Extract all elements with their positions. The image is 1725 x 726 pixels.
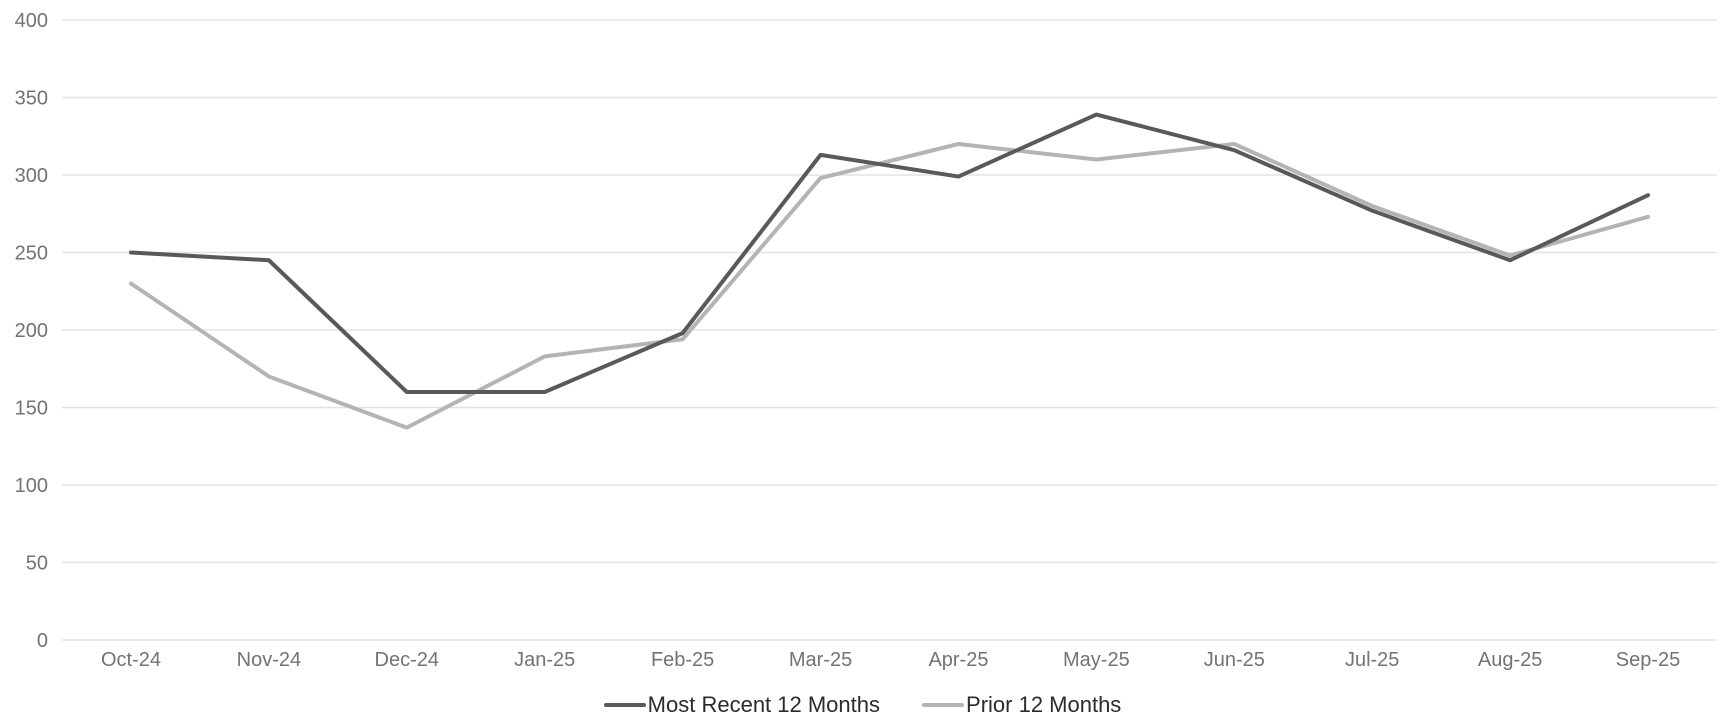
y-axis-tick-label: 0 [37,630,48,652]
x-axis-category-label: Sep-25 [1616,649,1681,671]
x-axis-category-label: May-25 [1063,649,1130,671]
x-axis-category-label: Oct-24 [101,649,161,671]
y-axis-tick-label: 200 [15,320,48,342]
x-axis-category-label: Feb-25 [651,649,714,671]
y-axis-tick-label: 50 [26,553,48,575]
series-line-prior-12-months [128,142,1651,430]
chart-legend: Most Recent 12 Months Prior 12 Months [0,692,1725,718]
x-axis-category-label: Jan-25 [514,649,575,671]
y-axis-tick-label: 150 [15,398,48,420]
y-axis-tick-label: 400 [15,10,48,32]
y-axis-tick-label: 250 [15,243,48,265]
x-axis-category-label: Aug-25 [1478,649,1543,671]
y-axis-tick-label: 100 [15,475,48,497]
y-axis-tick-label: 300 [15,165,48,187]
legend-swatch-most-recent-12-months [603,703,646,707]
legend-label-most-recent-12-months: Most Recent 12 Months [647,692,881,717]
legend-item-most-recent-12-months: Most Recent 12 Months [603,692,881,718]
x-axis-category-label: Nov-24 [237,649,301,671]
legend-swatch-prior-12-months [922,703,965,707]
series-line-most-recent-12-months [128,112,1651,394]
x-axis-category-label: Mar-25 [789,649,852,671]
plot-area: 0 50 100 150 200 250 300 350 400 Oct-24 Nov-24 Dec-… [15,10,1717,671]
legend-item-prior-12-months: Prior 12 Months [922,692,1121,718]
x-axis-category-label: Jun-25 [1204,649,1265,671]
y-axis-tick-label: 350 [15,88,48,110]
x-axis-category-label: Apr-25 [928,649,988,671]
x-axis-category-label: Jul-25 [1345,649,1399,671]
x-axis-category-label: Dec-24 [375,649,439,671]
legend-label-prior-12-months: Prior 12 Months [966,692,1122,717]
